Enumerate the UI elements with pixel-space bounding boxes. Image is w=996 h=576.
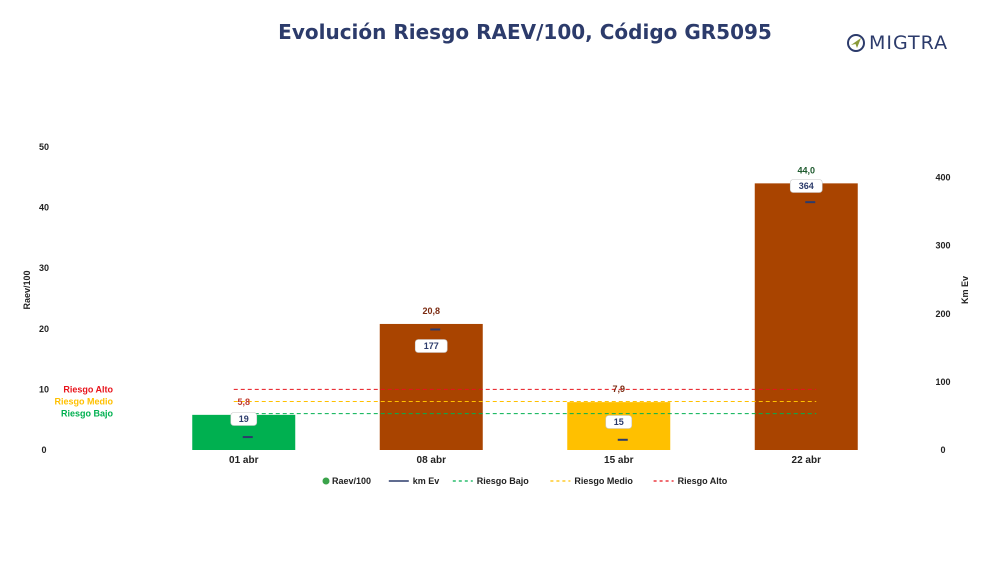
x-tick-label: 01 abr (229, 455, 259, 466)
y2-tick-label: 100 (935, 377, 950, 387)
y-tick-label: 10 (39, 384, 49, 394)
threshold-label: Riesgo Alto (63, 384, 113, 394)
legend-dot-icon (322, 477, 330, 485)
y2-tick-label: 300 (935, 241, 950, 251)
raev-value-label: 20,8 (422, 306, 440, 316)
km-value-label: 15 (614, 417, 624, 427)
y-tick-label: 50 (39, 142, 49, 152)
y-tick-label: 40 (39, 203, 49, 213)
km-value-label: 364 (799, 181, 814, 191)
raev-value-label: 44,0 (797, 165, 815, 175)
km-label-box (230, 412, 258, 426)
km-label-box (605, 415, 633, 429)
x-tick-label: 08 abr (417, 455, 447, 466)
y-axis-title: Raev/100 (22, 270, 32, 309)
legend-label: Raev/100 (332, 476, 371, 486)
legend-label: Riesgo Alto (678, 476, 728, 486)
x-tick-label: 22 abr (792, 455, 822, 466)
threshold-label: Riesgo Bajo (61, 409, 114, 419)
migtra-logo: MIGTRA (846, 30, 948, 56)
y-tick-label: 20 (39, 324, 49, 334)
bar-raev (754, 183, 858, 451)
y2-axis-title: Km Ev (960, 276, 970, 304)
legend-label: km Ev (413, 476, 440, 486)
y-tick-label: 0 (41, 445, 46, 455)
legend-label: Riesgo Bajo (477, 476, 530, 486)
km-label-box (789, 179, 823, 193)
logo-text: MIGTRA (869, 32, 949, 54)
chart-title: Evolución Riesgo RAEV/100, Código GR5095 (278, 20, 772, 44)
y2-tick-label: 0 (940, 445, 945, 455)
y2-tick-label: 200 (935, 309, 950, 319)
x-tick-label: 15 abr (604, 455, 634, 466)
y-tick-label: 30 (39, 263, 49, 273)
y2-tick-label: 400 (935, 173, 950, 183)
threshold-label: Riesgo Medio (54, 397, 113, 407)
legend-label: Riesgo Medio (574, 476, 633, 486)
compass-icon (847, 34, 865, 52)
km-value-label: 19 (239, 414, 249, 424)
raev-value-label: 7,9 (612, 384, 625, 394)
raev-value-label: 5,8 (237, 397, 250, 407)
km-value-label: 177 (424, 341, 439, 351)
km-label-box (414, 339, 448, 353)
